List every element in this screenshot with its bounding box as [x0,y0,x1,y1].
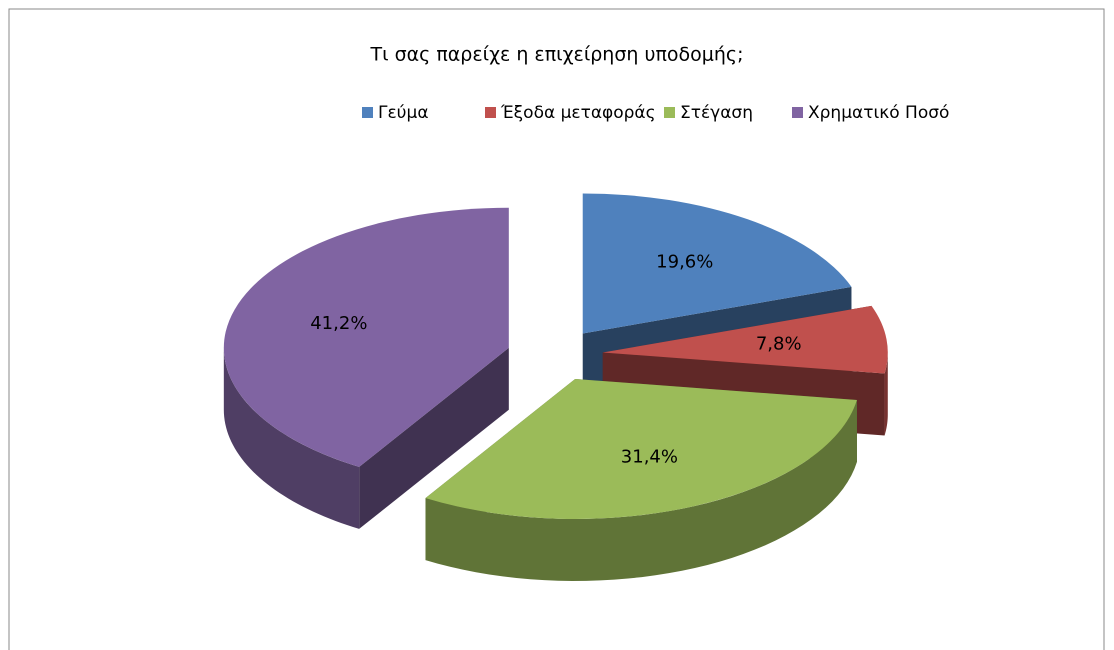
legend-swatch [664,107,675,118]
pie-tops [223,193,888,519]
slice-wall [223,347,360,529]
slice-wall [425,399,857,581]
slice-wall [884,352,888,436]
legend-label: Γεύμα [378,103,429,123]
data-label: 7,8% [756,333,802,354]
slice-side [359,347,509,529]
legend-swatch [362,107,373,118]
data-label: 19,6% [656,252,713,273]
data-label: 41,2% [310,313,367,334]
slice [602,305,888,374]
legend-label: Χρηματικό Ποσό [808,103,949,123]
data-label: 31,4% [621,447,678,468]
slice [223,207,509,467]
slice [425,378,857,519]
legend-label: Έξοδα μεταφοράς [500,103,656,123]
chart-title: Τι σας παρείχε η επιχείρηση υποδομής; [370,44,744,66]
legend-label: Στέγαση [680,103,753,123]
slice [582,193,852,334]
legend-swatch [792,107,803,118]
legend-swatch [485,107,496,118]
